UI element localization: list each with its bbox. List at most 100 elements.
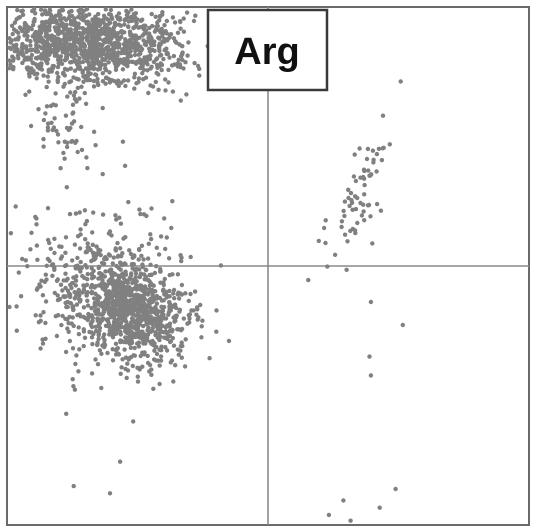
data-point <box>14 29 19 34</box>
data-point <box>17 15 23 20</box>
data-point <box>27 70 33 76</box>
data-point <box>45 61 50 66</box>
data-point <box>145 68 150 73</box>
data-point <box>152 29 158 34</box>
data-point <box>218 263 224 268</box>
data-point <box>96 11 101 17</box>
data-point <box>89 289 95 295</box>
data-point <box>226 338 232 344</box>
data-point <box>342 199 348 204</box>
data-point <box>65 94 70 99</box>
data-point <box>367 354 372 359</box>
data-point <box>85 165 90 171</box>
data-point <box>68 90 73 95</box>
data-point <box>47 12 52 17</box>
data-point <box>214 329 219 334</box>
data-point <box>173 363 178 368</box>
data-point <box>64 22 69 27</box>
data-point <box>137 273 143 279</box>
data-point <box>179 340 184 345</box>
data-point <box>88 71 93 76</box>
data-point <box>136 283 141 289</box>
data-point <box>35 257 40 262</box>
data-point <box>171 287 177 293</box>
data-point <box>140 329 145 334</box>
data-point <box>171 53 177 59</box>
data-point <box>14 304 19 309</box>
data-point <box>120 139 126 144</box>
data-point <box>180 51 185 56</box>
data-point <box>42 22 47 27</box>
data-point <box>64 51 70 56</box>
data-point <box>125 78 131 83</box>
data-point <box>39 278 44 283</box>
data-point <box>47 258 52 264</box>
data-point <box>53 103 58 108</box>
data-point <box>68 66 74 71</box>
data-point <box>33 36 39 42</box>
data-point <box>355 195 360 201</box>
data-point <box>48 246 53 251</box>
data-point <box>52 236 57 241</box>
data-point <box>179 355 184 360</box>
data-point <box>50 65 55 70</box>
data-point <box>161 282 166 288</box>
data-point <box>58 256 64 261</box>
data-point <box>116 312 121 317</box>
data-point <box>348 190 354 196</box>
data-point <box>180 57 185 63</box>
data-point <box>156 319 161 325</box>
data-point <box>137 247 142 253</box>
data-point <box>41 310 46 315</box>
data-point <box>40 341 46 346</box>
data-point <box>88 66 93 71</box>
data-point <box>135 374 140 379</box>
data-point <box>59 20 64 26</box>
data-point <box>75 149 80 155</box>
data-point <box>167 321 173 326</box>
data-point <box>127 45 132 50</box>
data-point <box>33 313 38 318</box>
data-point <box>66 127 72 133</box>
data-point <box>54 29 59 34</box>
data-point <box>83 237 88 242</box>
data-point <box>191 308 196 313</box>
data-point <box>123 262 128 267</box>
data-point <box>7 36 12 41</box>
data-point <box>139 61 144 67</box>
data-point <box>326 512 332 518</box>
data-point <box>323 240 328 246</box>
data-point <box>381 145 386 150</box>
data-point <box>184 92 189 97</box>
data-point <box>178 19 183 25</box>
data-point <box>129 7 134 12</box>
data-point <box>147 25 152 31</box>
data-point <box>153 305 158 310</box>
data-point <box>72 16 77 21</box>
data-point <box>167 288 172 294</box>
data-point <box>103 269 108 274</box>
data-point <box>93 143 98 148</box>
data-point <box>69 54 75 59</box>
data-point <box>193 13 198 18</box>
data-point <box>371 157 376 162</box>
data-point <box>117 297 122 303</box>
data-point <box>37 24 42 30</box>
data-point <box>100 212 106 217</box>
data-point <box>100 105 105 111</box>
data-point <box>100 278 105 283</box>
data-point <box>84 218 90 224</box>
data-point <box>127 29 133 34</box>
data-point <box>365 146 371 152</box>
data-point <box>80 14 85 20</box>
data-point <box>33 11 38 16</box>
data-point <box>76 14 81 20</box>
data-point <box>55 132 61 137</box>
data-point <box>89 266 94 271</box>
data-point <box>172 303 177 309</box>
data-point <box>139 253 144 258</box>
data-point <box>67 211 73 217</box>
data-point <box>66 329 71 334</box>
data-point <box>145 318 151 323</box>
